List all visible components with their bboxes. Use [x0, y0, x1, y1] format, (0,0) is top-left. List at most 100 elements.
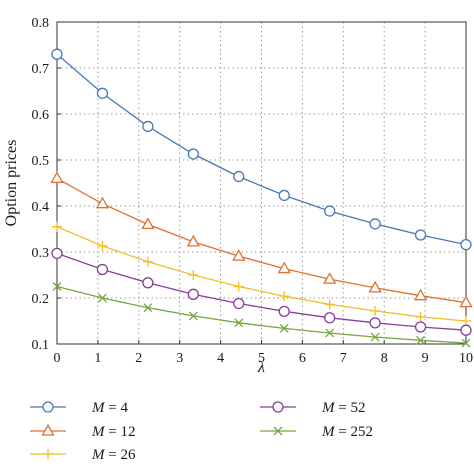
x-axis-title: λ	[257, 359, 265, 376]
legend-swatch-marker	[273, 426, 283, 436]
data-point-marker	[142, 277, 154, 289]
data-point-marker	[277, 261, 291, 274]
plot-area-frame	[56, 21, 467, 345]
data-point-marker	[416, 335, 426, 345]
data-point-marker	[188, 311, 198, 321]
data-point-marker	[370, 332, 380, 342]
data-point-marker	[96, 87, 109, 99]
data-point-marker	[52, 221, 62, 232]
legend-label: M = 12	[91, 424, 135, 440]
legend-swatch-marker	[43, 449, 53, 459]
legend-item: M = 252	[260, 424, 373, 440]
legend-item: M = 4	[30, 400, 128, 416]
y-tick-label: 0.5	[32, 154, 50, 169]
data-point-marker	[459, 295, 473, 308]
data-point-marker	[460, 324, 472, 336]
data-point-marker	[96, 263, 109, 276]
data-point-marker	[323, 272, 337, 284]
series-4	[51, 247, 472, 336]
data-point-marker	[369, 317, 381, 329]
x-tick-label: 4	[217, 351, 224, 366]
legend-label: M = 26	[91, 447, 136, 463]
y-tick-label: 0.1	[32, 338, 50, 353]
data-point-marker	[324, 312, 336, 324]
series-2	[50, 171, 473, 308]
data-point-marker	[370, 305, 381, 316]
x-tick-label: 7	[340, 351, 347, 366]
data-point-marker	[141, 217, 155, 230]
legend-swatch-marker	[41, 423, 55, 436]
data-point-marker	[415, 311, 426, 322]
data-point-marker	[233, 170, 245, 183]
y-tick-label: 0.6	[32, 108, 50, 123]
y-tick-label: 0.8	[32, 16, 50, 31]
series-line	[56, 226, 467, 322]
x-tick-label: 0	[54, 351, 61, 366]
legend: M = 4 M = 12 M = 26 M = 52 M = 252	[30, 400, 373, 463]
data-point-marker	[460, 238, 472, 251]
grid	[57, 22, 466, 344]
data-point-marker	[97, 241, 108, 252]
data-point-marker	[324, 299, 335, 310]
y-tick-label: 0.7	[32, 62, 50, 77]
x-tick-label: 6	[299, 351, 306, 366]
legend-item: M = 52	[260, 400, 365, 416]
y-tick-label: 0.4	[32, 200, 50, 215]
data-point-marker	[368, 280, 382, 293]
data-point-marker	[52, 282, 62, 291]
axis-ticks: 0 1 2 3 4 5 6 7 8 9 10 0.1 0.2 0.3 0.4 0.5 0.6 0.7 0.8	[32, 16, 474, 366]
legend-label: M = 252	[321, 424, 373, 440]
x-tick-label: 5	[258, 351, 265, 366]
series-line	[56, 53, 467, 246]
data-point-marker	[187, 148, 199, 160]
legend-item: M = 26	[30, 447, 136, 463]
data-point-marker	[324, 205, 336, 217]
legend-label: M = 52	[321, 400, 365, 416]
series-5	[52, 282, 471, 348]
x-tick-label: 1	[94, 351, 101, 366]
data-point-marker	[234, 318, 244, 328]
x-tick-label: 2	[135, 351, 142, 366]
data-point-marker	[232, 249, 246, 261]
series-group	[50, 48, 473, 348]
data-point-marker	[278, 189, 290, 202]
data-point-marker	[188, 270, 199, 280]
data-point-marker	[95, 196, 110, 209]
series-line	[56, 252, 467, 331]
series-line	[56, 285, 467, 344]
data-point-marker	[461, 316, 471, 326]
legend-swatch-marker	[272, 401, 284, 413]
x-tick-label: 8	[381, 351, 388, 366]
data-point-marker	[279, 291, 290, 302]
series-3	[52, 221, 471, 326]
data-point-marker	[51, 48, 63, 60]
data-point-marker	[414, 321, 427, 333]
legend-swatch-marker	[42, 401, 54, 413]
data-point-marker	[233, 297, 245, 310]
legend-label: M = 4	[91, 400, 128, 416]
data-point-marker	[143, 303, 153, 313]
data-point-marker	[50, 171, 64, 184]
x-tick-label: 10	[459, 351, 473, 366]
data-point-marker	[233, 281, 244, 292]
data-point-marker	[369, 218, 381, 230]
data-point-marker	[142, 256, 153, 267]
data-point-marker	[186, 234, 200, 247]
y-tick-label: 0.3	[32, 246, 50, 261]
data-point-marker	[414, 229, 427, 241]
data-point-marker	[142, 120, 154, 133]
x-tick-label: 9	[422, 351, 429, 366]
y-axis-title: Option prices	[3, 140, 20, 227]
data-point-marker	[413, 288, 428, 301]
series-line	[56, 177, 467, 304]
data-point-marker	[461, 338, 471, 348]
legend-item: M = 12	[30, 423, 135, 440]
x-tick-label: 3	[176, 351, 183, 366]
data-point-marker	[97, 293, 107, 303]
data-point-marker	[187, 288, 199, 300]
data-point-marker	[325, 328, 335, 338]
data-point-marker	[278, 305, 290, 317]
data-point-marker	[51, 247, 63, 260]
y-tick-label: 0.2	[32, 292, 50, 307]
